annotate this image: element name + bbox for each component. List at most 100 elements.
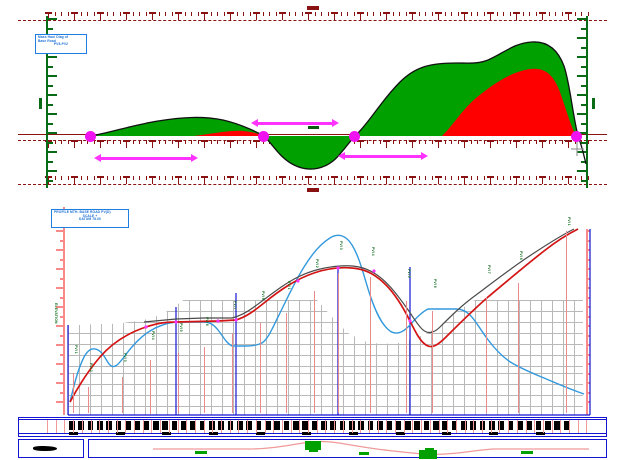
station-label: PVI 2 (315, 259, 319, 268)
station-red-tick (368, 420, 370, 433)
haul-arrow-2[interactable] (251, 119, 342, 130)
masshaul-bottom-axis-label (307, 188, 319, 192)
plan-legend-swatch (33, 446, 57, 451)
station-label: PVI 5 (179, 323, 183, 332)
station-cell (171, 421, 178, 430)
station-vertical (88, 387, 89, 413)
haul-arrow-3[interactable] (338, 152, 431, 163)
station-red-tick (186, 420, 188, 433)
mass-haul-panel[interactable]: Mass Haul Diag of Base Road PV8-PV2 (18, 6, 607, 192)
station-cell (125, 421, 131, 430)
station-red-tick (438, 420, 440, 433)
station-red-tick (151, 420, 153, 433)
station-cell (470, 421, 477, 430)
station-label: PVI 2 (89, 363, 93, 372)
station-label: PVI 8 (261, 291, 265, 300)
station-red-tick (395, 420, 396, 433)
station-red-tick (55, 420, 57, 433)
balance-point-2[interactable] (258, 131, 269, 142)
station-red-tick (464, 420, 466, 433)
station-label: PVI 8 (519, 251, 523, 260)
station-vertical (432, 311, 433, 413)
station-label: PVI 3 (123, 353, 127, 362)
station-red-tick (351, 420, 353, 433)
station-vertical (566, 231, 567, 413)
masshaul-top-ticks (18, 12, 607, 21)
mass-haul-label-line3: PV8-PV2 (53, 42, 69, 47)
profile-panel[interactable]: ELEVATION ELEVATION (18, 205, 607, 417)
station-red-tick (569, 420, 570, 433)
station-red-tick (499, 420, 501, 433)
haul-arrow-2-head-right (332, 119, 339, 127)
station-red-tick (221, 420, 222, 433)
masshaul-balance-axis (18, 134, 607, 135)
mass-ordinate-line (90, 41, 587, 170)
station-red-tick (273, 420, 275, 433)
masshaul-right-axis-label (592, 98, 595, 109)
station-label: PVI 7 (487, 265, 491, 274)
station-cell (246, 421, 253, 430)
station-red-tick (299, 420, 301, 433)
station-cell (423, 421, 430, 430)
station-cell (106, 421, 113, 430)
station-red-tick (107, 420, 109, 433)
mass-haul-red-area-2 (442, 68, 576, 136)
existing-ground-line (69, 234, 585, 403)
station-vertical (204, 347, 205, 413)
station-red-tick (229, 420, 231, 433)
mass-haul-label-line2: Base Road (38, 38, 56, 43)
station-cell (367, 421, 374, 430)
station-cell (405, 421, 411, 430)
haul-arrow-1-shaft (100, 157, 192, 160)
haul-arrow-1[interactable] (94, 154, 201, 165)
plan-view-strip[interactable] (18, 439, 607, 459)
station-stub (535, 432, 545, 435)
haul-arrow-3-head-right (421, 152, 428, 160)
station-stub (349, 432, 358, 435)
station-red-tick (247, 420, 249, 433)
profile-grid-borders (67, 229, 591, 416)
profile-label-line2: SCALE + (82, 213, 98, 218)
plan-legend-box[interactable] (18, 439, 84, 458)
station-cell (265, 421, 271, 430)
station-red-tick (542, 420, 544, 433)
station-red-tick (534, 420, 536, 433)
station-cell (143, 421, 150, 430)
station-vertical (486, 297, 487, 413)
station-red-tick (316, 420, 318, 433)
mass-haul-green-area-neg (264, 136, 355, 170)
station-data-strip[interactable] (18, 417, 607, 437)
masshaul-center-ticks (18, 140, 607, 149)
station-label: PVI 5 (407, 269, 411, 278)
haul-arrow-2-head-left (251, 119, 258, 127)
mass-haul-green-area (91, 117, 264, 136)
masshaul-right-axis (586, 16, 588, 188)
station-red-tick (360, 420, 362, 433)
station-stub (162, 432, 172, 435)
station-cell (153, 421, 159, 430)
station-cell (78, 421, 85, 430)
station-red-tick (73, 420, 75, 433)
station-cell (274, 421, 281, 430)
mass-haul-red-area-1 (194, 130, 264, 136)
station-stub (302, 432, 312, 435)
station-stub (209, 432, 218, 435)
station-red-tick (308, 420, 309, 433)
balance-point-4[interactable] (571, 131, 582, 142)
station-cell (545, 421, 551, 430)
station-cell (199, 421, 206, 430)
station-red-tick (551, 420, 553, 433)
plan-main-box[interactable] (88, 439, 607, 459)
station-red-tick (212, 420, 214, 433)
balance-point-1[interactable] (85, 131, 96, 142)
haul-arrow-3-shaft (344, 155, 422, 158)
balance-point-3[interactable] (349, 131, 360, 142)
station-label: PVI 4 (151, 331, 155, 340)
mass-haul-label-box[interactable]: Mass Haul Diag of Base Road PV8-PV2 (35, 34, 87, 54)
haul-arrow-3-head-left (338, 152, 345, 160)
station-red-tick (342, 420, 344, 433)
station-stub (395, 432, 405, 435)
profile-label-box[interactable]: PROFILE MTH. BASE ROAD PV(D) SCALE + DAT… (51, 209, 129, 228)
station-red-tick (560, 420, 562, 433)
